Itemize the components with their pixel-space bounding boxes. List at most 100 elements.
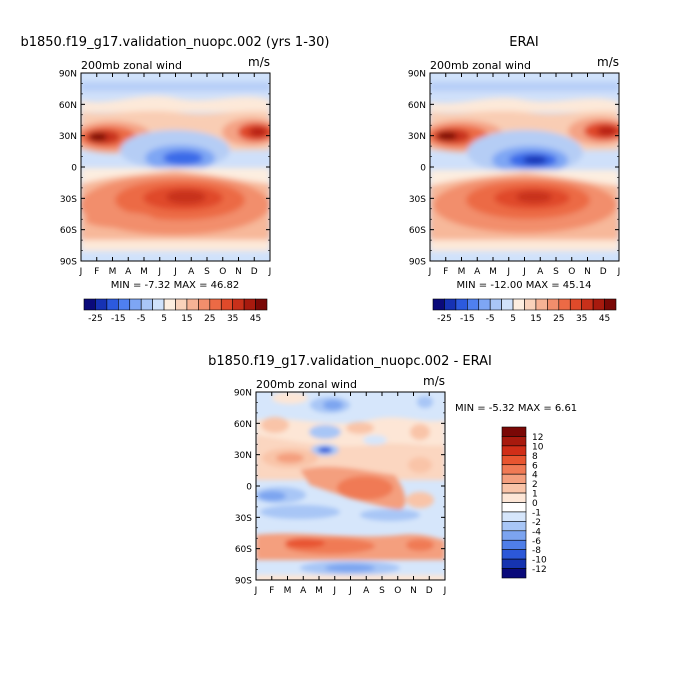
colorbar-swatch (501, 558, 527, 569)
colorbar-swatch (455, 298, 468, 311)
colorbar-swatch (129, 298, 142, 311)
colorbar-label: 2 (532, 480, 538, 490)
y-tick-label: 30S (235, 514, 252, 524)
colorbar-swatch (198, 298, 211, 311)
x-tick-label: F (94, 267, 99, 277)
contour-field (430, 73, 619, 261)
colorbar-label: -2 (532, 518, 541, 528)
panel-right-label: m/s (597, 55, 619, 69)
panel-right-label: m/s (248, 55, 270, 69)
contour-field (81, 73, 270, 261)
colorbar-label: 5 (510, 314, 516, 324)
colorbar-swatch (175, 298, 188, 311)
panel-left-label: 200mb zonal wind (256, 378, 357, 391)
colorbar-swatch (501, 455, 527, 466)
colorbar-swatch (95, 298, 108, 311)
colorbar-label: 1 (532, 490, 538, 500)
x-tick-label: A (188, 267, 195, 277)
colorbar-label: 8 (532, 452, 538, 462)
x-tick-label: A (537, 267, 544, 277)
colorbar-swatch (140, 298, 153, 311)
colorbar-swatch (501, 492, 527, 503)
colorbar-swatch (152, 298, 165, 311)
colorbar-label: -12 (532, 565, 547, 575)
colorbar-swatch (209, 298, 222, 311)
x-tick-label: N (584, 267, 591, 277)
colorbar-swatch (83, 298, 96, 311)
x-tick-label: A (300, 586, 307, 596)
x-tick-label: J (79, 267, 83, 277)
x-tick-label: M (109, 267, 117, 277)
min-max-readout: MIN = -5.32 MAX = 6.61 (455, 403, 577, 414)
colorbar-swatch (501, 436, 527, 447)
colorbar-swatch (186, 298, 199, 311)
panel-model: b1850.f19_g17.validation_nuopc.002 (yrs … (20, 35, 329, 324)
colorbar-swatch (535, 298, 548, 311)
colorbar-label: -5 (137, 314, 146, 324)
y-tick-label: 90S (235, 577, 252, 587)
x-tick-label: J (428, 267, 432, 277)
contour-field (256, 392, 445, 580)
colorbar-swatch (547, 298, 560, 311)
x-tick-label: J (254, 586, 258, 596)
colorbar-label: -25 (437, 314, 452, 324)
x-tick-label: O (394, 586, 401, 596)
colorbar-swatch (501, 473, 527, 484)
panel-erai: ERAI 200mb zonal wind m/s (408, 35, 621, 324)
colorbar-label: 25 (204, 314, 215, 324)
x-tick-label: F (443, 267, 448, 277)
x-tick-label: J (332, 586, 336, 596)
colorbar-swatch (106, 298, 119, 311)
x-tick-label: J (617, 267, 621, 277)
colorbar-label: -25 (88, 314, 103, 324)
colorbar-swatch (163, 298, 176, 311)
y-tick-label: 60N (234, 420, 252, 430)
panel-title: b1850.f19_g17.validation_nuopc.002 - ERA… (208, 354, 492, 369)
colorbar-swatch (512, 298, 525, 311)
y-tick-label: 60N (408, 101, 426, 111)
y-tick-label: 60S (409, 226, 426, 236)
panel-left-label: 200mb zonal wind (430, 59, 531, 72)
colorbar-swatch (501, 521, 527, 532)
x-tick-label: D (251, 267, 258, 277)
x-tick-label: M (458, 267, 466, 277)
x-tick-label: M (140, 267, 148, 277)
x-tick-label: A (363, 586, 370, 596)
colorbar-swatch (501, 539, 527, 550)
x-tick-label: A (474, 267, 481, 277)
y-tick-label: 30N (59, 132, 77, 142)
panel-left-label: 200mb zonal wind (81, 59, 182, 72)
colorbar-label: 15 (181, 314, 192, 324)
colorbar-swatch (524, 298, 537, 311)
colorbar-label: 45 (250, 314, 261, 324)
colorbar-label: -8 (532, 546, 541, 556)
x-tick-label: D (600, 267, 607, 277)
y-tick-label: 30N (408, 132, 426, 142)
x-tick-label: O (568, 267, 575, 277)
panel-title: b1850.f19_g17.validation_nuopc.002 (yrs … (20, 35, 329, 50)
x-tick-label: O (219, 267, 226, 277)
colorbar-swatch (569, 298, 582, 311)
colorbar-swatch (243, 298, 256, 311)
colorbar-swatch (501, 549, 527, 560)
x-tick-label: J (348, 586, 352, 596)
colorbar-swatch (432, 298, 445, 311)
colorbar-label: 35 (576, 314, 587, 324)
panel-difference: b1850.f19_g17.validation_nuopc.002 - ERA… (208, 354, 577, 596)
panel-title: ERAI (509, 35, 538, 50)
colorbar-swatch (501, 502, 527, 513)
x-tick-label: N (410, 586, 417, 596)
y-tick-label: 30S (60, 195, 77, 205)
x-tick-label: S (204, 267, 210, 277)
colorbar: -25 -15 -5 5 15 25 35 45 (83, 298, 268, 324)
y-tick-label: 60S (60, 226, 77, 236)
colorbar-swatch (501, 298, 514, 311)
colorbar-label: -5 (486, 314, 495, 324)
y-tick-label: 60S (235, 545, 252, 555)
colorbar-swatch (232, 298, 245, 311)
colorbar-label: -15 (460, 314, 475, 324)
x-tick-label: M (315, 586, 323, 596)
